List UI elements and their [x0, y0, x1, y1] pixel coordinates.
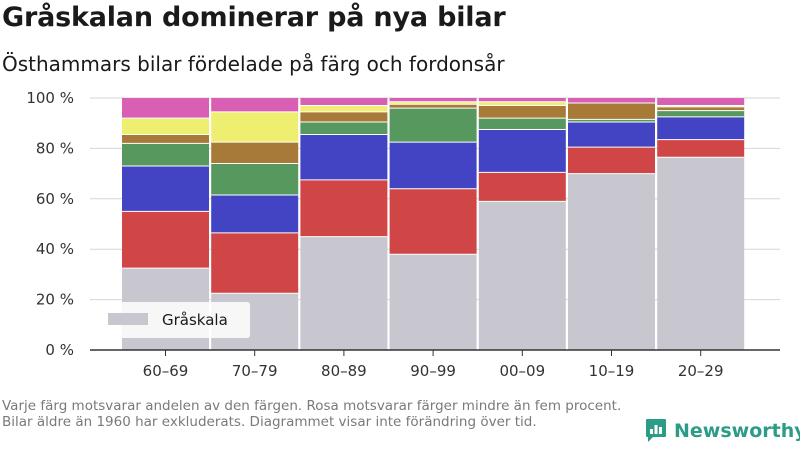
legend-entry: Gråskala — [162, 311, 228, 329]
bar-segment — [300, 111, 388, 122]
bar-segment — [478, 118, 566, 130]
y-tick-label: 0 % — [45, 341, 74, 359]
y-tick-label: 20 % — [36, 291, 74, 309]
bar-segment — [478, 201, 566, 350]
bar-segment — [389, 142, 477, 189]
bar-segment — [389, 188, 477, 255]
legend-background — [101, 302, 250, 338]
bar-segment — [657, 105, 745, 107]
bar-segment — [389, 101, 477, 105]
y-tick-label: 80 % — [36, 139, 74, 157]
bar-segment — [300, 236, 388, 350]
bar-segment — [300, 179, 388, 237]
brand-name: Newsworthy — [674, 420, 800, 442]
bar-segment — [657, 116, 745, 140]
bar-segment — [657, 157, 745, 350]
y-tick-label: 100 % — [26, 89, 74, 107]
x-tick-label: 60–69 — [143, 362, 189, 380]
bar-segment — [300, 134, 388, 180]
bar-segment — [389, 98, 477, 102]
y-tick-label: 60 % — [36, 190, 74, 208]
y-tick-label: 40 % — [36, 240, 74, 258]
newsworthy-icon — [646, 419, 666, 442]
bar-segment — [389, 254, 477, 350]
bar-segment — [657, 98, 745, 106]
bar-segment — [122, 211, 209, 269]
x-tick-label: 20–29 — [678, 362, 724, 380]
footnote: Varje färg motsvarar andelen av den färg… — [2, 398, 622, 430]
bar-segment — [568, 147, 655, 174]
bar-segment — [211, 98, 299, 112]
x-tick-label: 00–09 — [499, 362, 545, 380]
bar-segment — [568, 119, 655, 122]
bar-segment — [122, 134, 209, 144]
bar-segment — [300, 105, 388, 112]
legend: Gråskala — [101, 302, 250, 338]
bar-segment — [478, 98, 566, 102]
x-tick-label: 10–19 — [589, 362, 635, 380]
bar-segment — [122, 118, 209, 135]
bar-segment — [657, 106, 745, 111]
bar-segment — [211, 142, 299, 164]
bar-segment — [300, 121, 388, 135]
bar-segment — [389, 104, 477, 109]
chart-subtitle: Östhammars bilar fördelade på färg och f… — [2, 52, 505, 76]
x-tick-label: 90–99 — [410, 362, 456, 380]
bar-segment — [122, 143, 209, 167]
stacked-bar-chart: 0 % 20 % 40 % 60 % 80 % 100 % 60–69 70–79 80–89 9… — [26, 89, 780, 380]
chart-title: Gråskalan dominerar på nya bilar — [2, 2, 506, 33]
x-tick-label: 70–79 — [232, 362, 278, 380]
bar-segment — [657, 139, 745, 158]
bar-segment — [478, 105, 566, 119]
bar-segment — [657, 110, 745, 117]
bar-segment — [568, 103, 655, 120]
x-tick-label: 80–89 — [321, 362, 367, 380]
legend-swatch — [108, 313, 148, 325]
bar-segment — [568, 121, 655, 148]
bar-segment — [211, 232, 299, 294]
bar-segment — [568, 173, 655, 350]
newsworthy-logo[interactable]: Newsworthy — [645, 418, 800, 444]
bar-segment — [122, 166, 209, 212]
legend-box: Gråskala — [101, 302, 250, 338]
bar-segment — [478, 172, 566, 202]
bar-segment — [122, 98, 209, 119]
axes: 0 % 20 % 40 % 60 % 80 % 100 % 60–69 70–79 80–89 9… — [26, 89, 780, 380]
bar-segment — [389, 108, 477, 143]
bar-segment — [211, 163, 299, 196]
bar-segment — [478, 101, 566, 106]
bar-segment — [300, 98, 388, 106]
bar-segment — [478, 129, 566, 173]
bar-segment — [211, 195, 299, 233]
bar-segment — [568, 98, 655, 104]
bar-segment — [211, 111, 299, 143]
